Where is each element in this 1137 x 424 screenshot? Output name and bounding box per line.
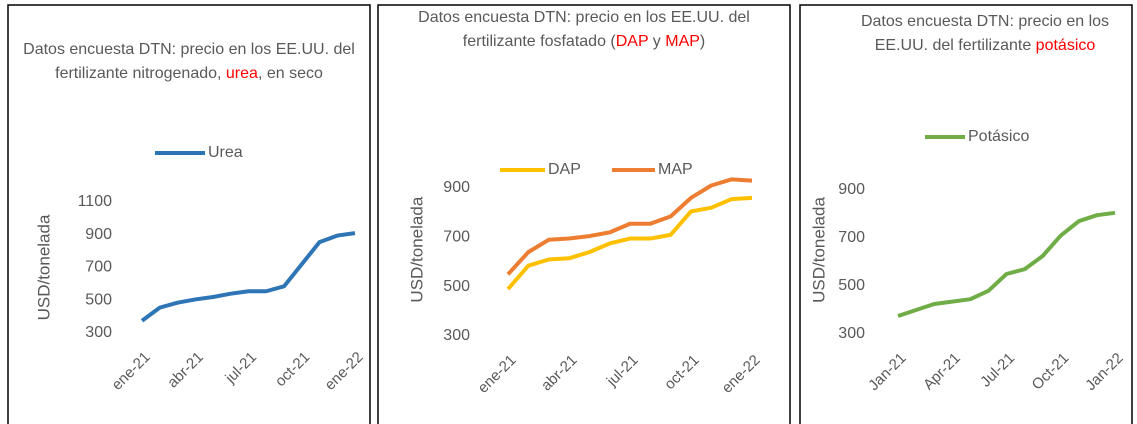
x-tick-label: ene-21 <box>475 352 520 397</box>
x-tick-label: jul-21 <box>221 349 260 388</box>
title-run: , en seco <box>257 65 323 82</box>
line <box>140 231 356 323</box>
panel <box>7 4 371 424</box>
x-tick-label: Jul-21 <box>977 350 1018 391</box>
title-run: y <box>648 33 666 50</box>
legend-label: Urea <box>208 144 243 161</box>
x-tick-label: Oct-21 <box>1029 350 1073 394</box>
title-run: DAP <box>615 33 649 50</box>
panel <box>799 4 1133 424</box>
legend-label: DAP <box>548 161 581 178</box>
x-tick-label: jul-21 <box>603 352 642 391</box>
y-tick-label: 300 <box>85 324 112 341</box>
title-run: ) <box>699 33 706 50</box>
y-tick-label: 900 <box>838 181 865 198</box>
chart-title: Datos encuesta DTN: precio en los EE.UU.… <box>388 6 780 54</box>
y-tick-label: 300 <box>838 325 865 342</box>
y-tick-label: 300 <box>443 327 470 344</box>
title-run: potásico <box>1035 37 1096 54</box>
line <box>506 195 753 291</box>
y-axis-label: USD/tonelada <box>34 214 53 320</box>
x-tick-label: abr-21 <box>164 349 207 392</box>
x-tick-label: Jan-22 <box>1082 350 1126 394</box>
y-tick-label: 700 <box>85 259 112 276</box>
y-tick-label: 900 <box>85 226 112 243</box>
x-tick-label: ene-22 <box>719 352 764 397</box>
title-run: MAP <box>665 33 700 50</box>
legend-label: Potásico <box>968 128 1029 145</box>
legend-label: MAP <box>658 161 693 178</box>
x-tick-label: oct-21 <box>661 352 703 394</box>
y-tick-label: 700 <box>443 229 470 246</box>
chart-title: Datos encuesta DTN: precio en los EE.UU.… <box>20 38 358 86</box>
y-tick-label: 500 <box>85 291 112 308</box>
title-run: Datos encuesta DTN: precio en los EE.UU.… <box>23 41 355 82</box>
title-run: Datos encuesta DTN: precio en los EE.UU.… <box>418 9 750 50</box>
chart-title: Datos encuesta DTN: precio en los EE.UU.… <box>845 10 1125 58</box>
y-tick-label: 900 <box>443 179 470 196</box>
x-tick-label: Jan-21 <box>865 350 909 394</box>
y-axis-label: USD/tonelada <box>407 196 426 302</box>
x-tick-label: ene-21 <box>109 349 154 394</box>
y-tick-label: 500 <box>443 278 470 295</box>
line <box>897 210 1116 318</box>
panel <box>377 4 791 424</box>
y-tick-label: 1100 <box>78 193 113 210</box>
title-run: Datos encuesta DTN: precio en los EE.UU.… <box>860 13 1110 54</box>
x-tick-label: Apr-21 <box>920 350 964 394</box>
x-tick-label: oct-21 <box>272 349 314 391</box>
title-run: urea <box>225 65 258 82</box>
y-axis-label: USD/tonelada <box>809 197 828 303</box>
y-tick-label: 700 <box>838 229 865 246</box>
line <box>506 177 753 276</box>
y-tick-label: 500 <box>838 277 865 294</box>
x-tick-label: ene-22 <box>322 349 367 394</box>
x-tick-label: abr-21 <box>538 352 581 395</box>
